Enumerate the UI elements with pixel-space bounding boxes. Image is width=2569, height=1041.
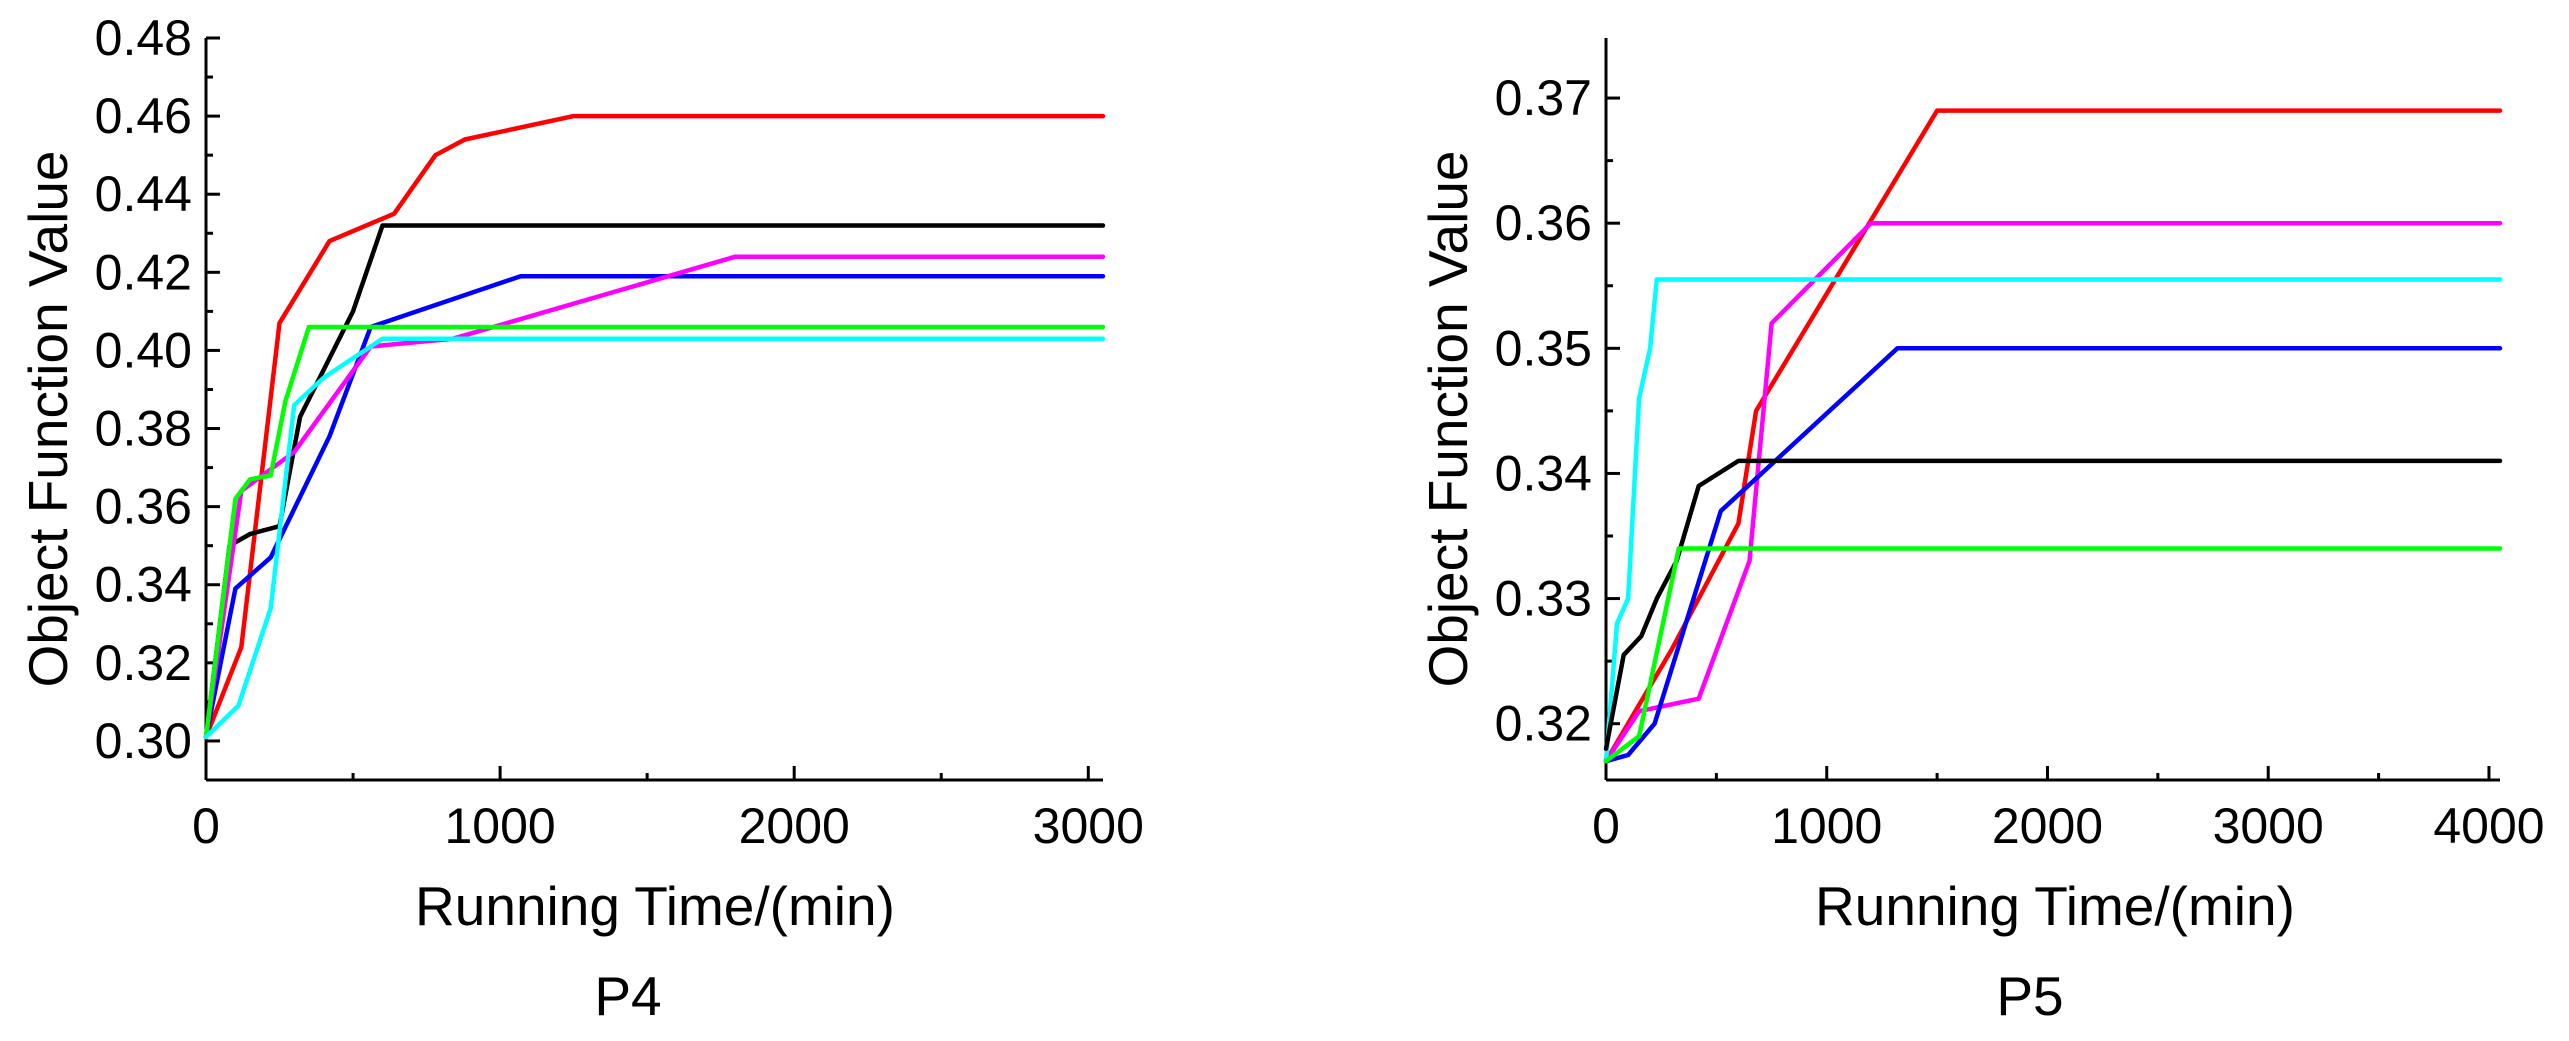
- y-tick-label: 0.33: [1495, 571, 1592, 627]
- x-tick-label: 2000: [1992, 798, 2103, 854]
- series-line-green: [1603, 546, 2503, 764]
- panel-caption: P5: [1996, 965, 2063, 1027]
- y-tick-label: 0.44: [95, 166, 192, 222]
- series-line-magenta: [1603, 220, 2503, 764]
- y-tick-label: 0.38: [95, 401, 192, 457]
- series-line-green: [203, 324, 1106, 740]
- series-line-blue: [203, 273, 1106, 740]
- x-tick-label: 4000: [2433, 798, 2544, 854]
- y-tick-label: 0.46: [95, 88, 192, 144]
- series-line-red: [203, 113, 1106, 740]
- x-tick-label: 1000: [444, 798, 555, 854]
- y-tick-label: 0.34: [1495, 445, 1592, 501]
- series-line-black: [203, 223, 1106, 740]
- panel-p4: Running Time/(min) Object Function Value…: [17, 10, 1144, 1027]
- y-tick-label: 0.32: [1495, 696, 1592, 752]
- panel-caption: P4: [594, 965, 661, 1027]
- x-tick-label: 0: [192, 798, 220, 854]
- x-tick-label: 2000: [739, 798, 850, 854]
- series-line-red: [1603, 108, 2503, 764]
- x-tick-label: 3000: [1033, 798, 1144, 854]
- x-axis-title: Running Time/(min): [415, 875, 895, 937]
- x-tick-label: 3000: [2213, 798, 2324, 854]
- series-line-blue: [1603, 346, 2503, 764]
- x-tick-label: 0: [1592, 798, 1620, 854]
- y-tick-label: 0.36: [95, 479, 192, 535]
- y-tick-label: 0.30: [95, 713, 192, 769]
- y-tick-label: 0.32: [95, 635, 192, 691]
- y-tick-label: 0.40: [95, 322, 192, 378]
- series-line-cyan: [203, 336, 1106, 740]
- y-tick-label: 0.42: [95, 244, 192, 300]
- y-axis-title: Object Function Value: [17, 150, 79, 687]
- y-axis-title: Object Function Value: [1417, 150, 1479, 687]
- y-tick-label: 0.37: [1495, 70, 1592, 126]
- x-tick-label: 1000: [1771, 798, 1882, 854]
- y-tick-label: 0.36: [1495, 195, 1592, 251]
- y-tick-label: 0.34: [95, 557, 192, 613]
- y-tick-label: 0.48: [95, 10, 192, 66]
- panel-p5: Running Time/(min) Object Function Value…: [1417, 38, 2545, 1027]
- x-axis-title: Running Time/(min): [1815, 875, 2295, 937]
- y-tick-label: 0.35: [1495, 320, 1592, 376]
- series-line-cyan: [1603, 277, 2503, 764]
